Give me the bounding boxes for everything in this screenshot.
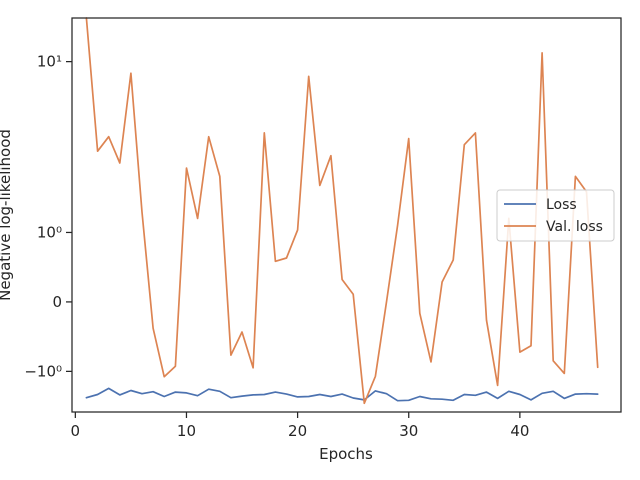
legend-box <box>496 189 615 242</box>
legend: Loss Val. loss <box>496 189 615 242</box>
x-tick-label: 0 <box>71 422 81 440</box>
x-axis-ticks: 0 10 20 30 40 <box>71 412 529 440</box>
series-line-loss <box>85 387 599 402</box>
legend-label-val-loss: Val. loss <box>546 219 603 235</box>
series-lines <box>85 17 599 405</box>
plot-frame <box>71 17 622 413</box>
x-tick-label: 20 <box>288 422 307 440</box>
y-axis-ticks: −10⁰ 0 10⁰ 10¹ <box>24 53 72 380</box>
y-tick-label: 10⁰ <box>37 223 62 241</box>
x-tick-label: 40 <box>510 422 529 440</box>
x-tick-label: 10 <box>177 422 196 440</box>
y-axis-label: Negative log-likelihood <box>0 129 14 301</box>
y-tick-label: 0 <box>52 293 62 311</box>
legend-label-loss: Loss <box>546 197 577 213</box>
series-line-val-loss <box>85 17 599 405</box>
x-axis-label: Epochs <box>319 445 373 463</box>
x-tick-label: 30 <box>399 422 418 440</box>
y-tick-label: 10¹ <box>37 53 62 71</box>
y-tick-label: −10⁰ <box>24 362 62 380</box>
